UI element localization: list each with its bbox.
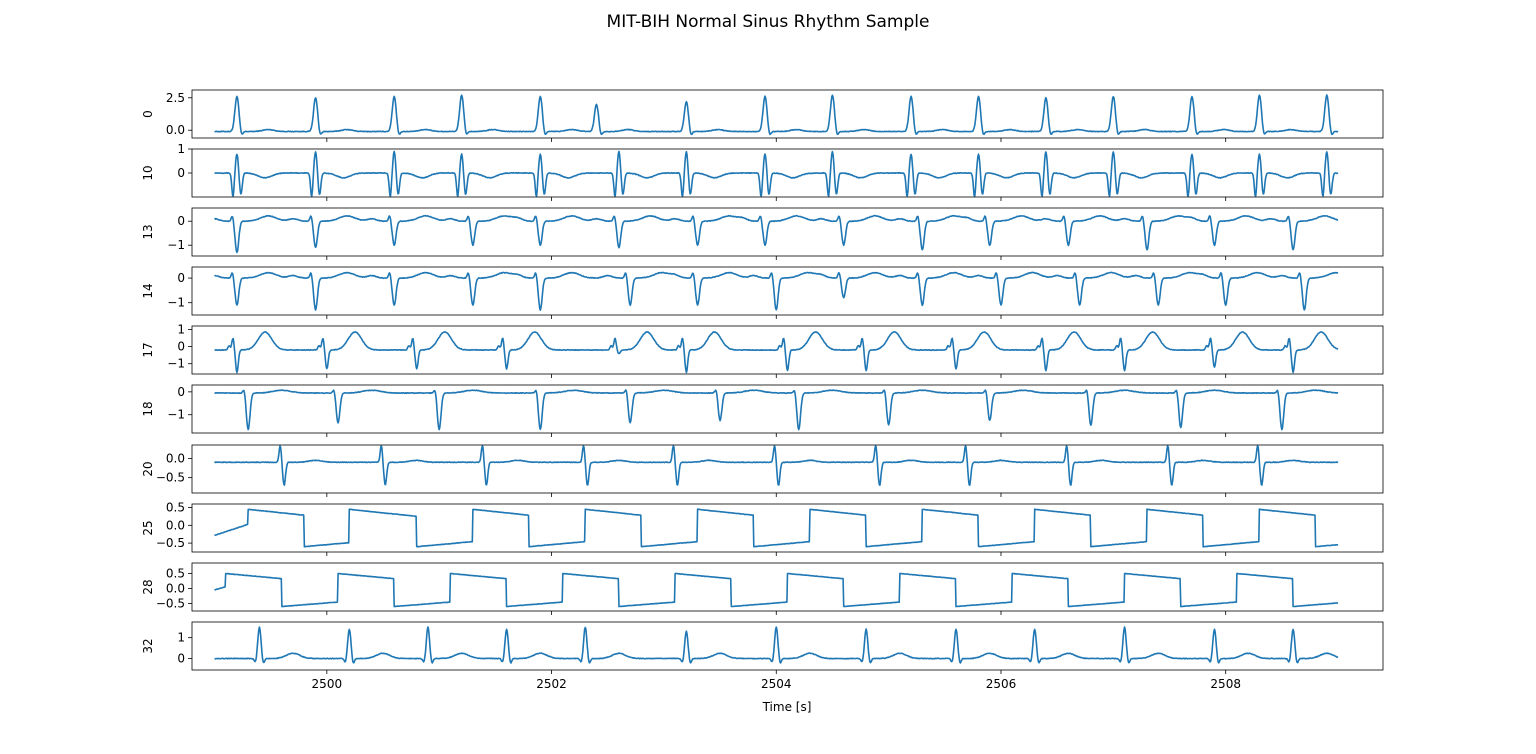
y-tick-label-14-1: 0: [177, 271, 185, 285]
y-axis-label-10: 10: [141, 165, 155, 180]
x-tick-label-1: 2502: [536, 677, 567, 691]
y-tick-label-20-1: 0.0: [166, 451, 185, 465]
series-line-18: [214, 389, 1339, 431]
series-line-20: [213, 445, 1339, 486]
panel-18: −1 0 18: [141, 384, 1384, 437]
y-tick-label-0-0: 0.0: [166, 123, 185, 137]
y-axis-label-18: 18: [141, 401, 155, 416]
series-line-25: [214, 508, 1339, 548]
axes-frame-17: [191, 325, 1384, 375]
y-tick-label-25-0: −0.5: [156, 536, 185, 550]
panel-0: 0.0 2.5 0: [141, 89, 1384, 142]
y-tick-label-17-0: −1: [167, 357, 185, 371]
y-tick-label-25-1: 0.0: [166, 518, 185, 532]
y-tick-label-10-0: 0: [177, 166, 185, 180]
axes-frame-0: [191, 89, 1384, 139]
series-line-32: [214, 626, 1339, 664]
y-axis-label-32: 32: [141, 638, 155, 653]
y-axis-label-25: 25: [141, 520, 155, 535]
axes-frame-32: [191, 621, 1384, 671]
y-tick-label-18-1: 0: [177, 385, 185, 399]
axes-frame-18: [191, 384, 1384, 434]
y-tick-label-32-1: 1: [177, 631, 185, 645]
x-tick-label-2: 2504: [761, 677, 792, 691]
y-axis-label-13: 13: [141, 224, 155, 239]
y-axis-label-20: 20: [141, 461, 155, 476]
panel-32: 0 1 32 2500 2502 2504 2506 2508: [141, 621, 1384, 691]
series-line-0: [214, 94, 1339, 136]
axes-frame-25: [191, 503, 1384, 553]
y-tick-label-13-1: 0: [177, 214, 185, 228]
axes-frame-20: [191, 444, 1384, 494]
y-tick-label-28-1: 0.0: [166, 582, 185, 596]
x-tick-label-4: 2508: [1210, 677, 1241, 691]
y-tick-label-25-2: 0.5: [166, 501, 185, 515]
panel-17: −1 0 1 17: [141, 322, 1384, 378]
y-tick-label-14-0: −1: [167, 296, 185, 310]
x-tick-label-0: 2500: [312, 677, 343, 691]
axes-frame-28: [191, 562, 1384, 612]
series-line-13: [213, 214, 1339, 254]
panel-25: −0.5 0.0 0.5 25: [141, 501, 1384, 556]
y-tick-label-13-0: −1: [167, 238, 185, 252]
panels-group: 0.02.500110−1013−1014−10117−1018−0.50.02…: [141, 89, 1384, 691]
x-axis-label: Time [s]: [762, 700, 812, 714]
axes-frame-14: [191, 266, 1384, 316]
y-tick-label-28-0: −0.5: [156, 597, 185, 611]
x-tick-label-3: 2506: [986, 677, 1017, 691]
y-tick-label-17-2: 1: [177, 322, 185, 336]
y-axis-label-0: 0: [141, 110, 155, 118]
panel-10: 0 1 10: [141, 142, 1384, 201]
panel-20: −0.5 0.0 20: [141, 444, 1384, 497]
y-axis-label-17: 17: [141, 342, 155, 357]
panel-28: −0.50.00.5 28: [141, 562, 1384, 615]
y-tick-label-17-1: 0: [177, 340, 185, 354]
series-line-28: [214, 572, 1339, 608]
y-axis-label-14: 14: [141, 283, 155, 298]
panel-13: −1 0 13: [141, 207, 1384, 260]
y-tick-label-32-0: 0: [177, 652, 185, 666]
series-line-17: [214, 331, 1339, 374]
series-line-10: [214, 150, 1339, 197]
axes-frame-13: [191, 207, 1384, 257]
y-axis-label-28: 28: [141, 579, 155, 594]
y-tick-label-0-1: 2.5: [166, 91, 185, 105]
panel-14: −1 0 14: [141, 266, 1384, 319]
y-tick-label-28-2: 0.5: [166, 567, 185, 581]
series-line-14: [214, 271, 1339, 311]
y-tick-label-18-0: −1: [167, 408, 185, 422]
y-tick-label-10-1: 1: [177, 142, 185, 156]
y-tick-label-20-0: −0.5: [156, 471, 185, 485]
figure-title: MIT-BIH Normal Sinus Rhythm Sample: [606, 12, 930, 32]
